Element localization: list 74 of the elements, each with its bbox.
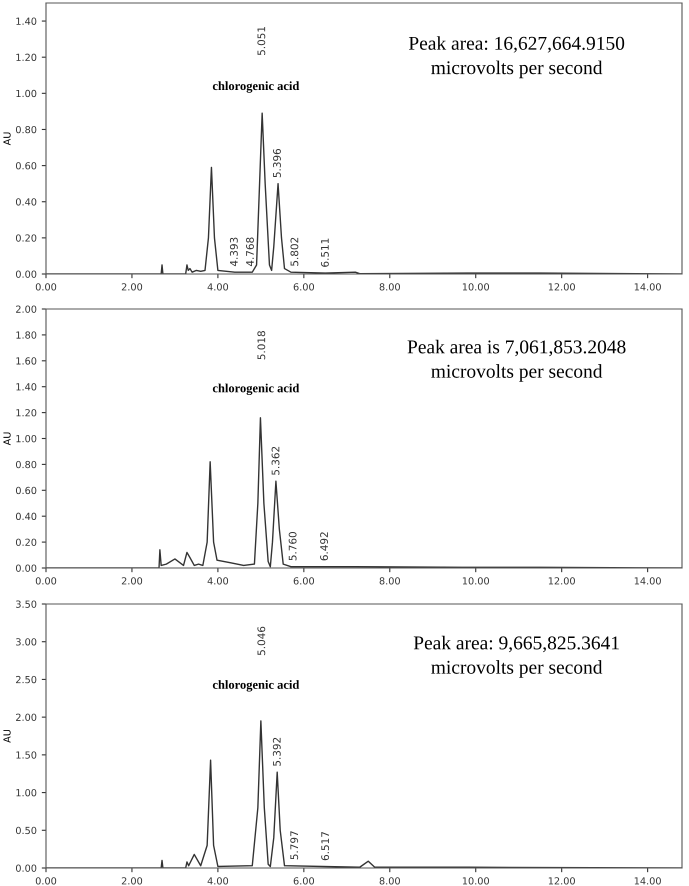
y-tick-label: 1.00 — [16, 434, 36, 442]
annotation: 5.396 — [273, 148, 281, 178]
annotation: 5.760 — [288, 532, 297, 560]
x-tick-label: 12.00 — [548, 877, 575, 885]
y-tick-label: 1.50 — [16, 751, 36, 759]
x-tick-label: 4.00 — [208, 877, 228, 885]
y-tick-label: 0.60 — [16, 486, 36, 494]
annotation: Peak area: 16,627,664.9150 microvolts per second — [408, 36, 624, 78]
y-tick-label: 1.40 — [16, 18, 36, 25]
x-tick-label: 8.00 — [380, 877, 400, 885]
annotation: 5.018 — [257, 331, 266, 360]
x-tick-label: 2.00 — [122, 877, 142, 885]
annotation: chlorogenic acid — [212, 384, 300, 396]
annotation: Peak area is 7,061,853.2048 microvolts per second — [408, 340, 626, 382]
annotation: 5.362 — [272, 446, 280, 475]
annotation: 4.768 — [246, 238, 254, 266]
y-tick-label: 0.00 — [16, 864, 36, 872]
y-tick-label: 2.00 — [16, 714, 36, 721]
y-tick-label: 1.00 — [16, 90, 36, 98]
annotation: chlorogenic acid — [212, 81, 300, 93]
x-tick-label: 10.00 — [462, 577, 489, 585]
annotation: 4.393 — [230, 238, 238, 266]
x-tick-label: 2.00 — [122, 283, 142, 291]
x-tick-label: 6.00 — [294, 877, 314, 885]
annotation: 5.046 — [257, 626, 266, 656]
y-tick-label: 0.00 — [16, 564, 36, 572]
y-tick-label: 1.20 — [16, 54, 36, 62]
x-tick-label: 6.00 — [294, 577, 314, 585]
y-tick-label: 0.50 — [16, 826, 36, 834]
x-tick-label: 2.00 — [122, 577, 142, 585]
y-axis-title: AU — [3, 132, 11, 146]
x-tick-label: 8.00 — [380, 283, 400, 291]
x-tick-label: 4.00 — [208, 283, 228, 291]
y-axis-title: AU — [3, 432, 11, 446]
annotation: 6.492 — [320, 532, 328, 560]
x-tick-label: 0.00 — [36, 877, 56, 885]
x-tick-label: 14.00 — [634, 283, 661, 291]
x-tick-label: 12.00 — [548, 577, 575, 585]
x-tick-label: 10.00 — [462, 877, 489, 885]
y-tick-label: 3.00 — [16, 638, 36, 646]
annotation: 6.511 — [320, 238, 329, 267]
y-tick-label: 0.60 — [16, 162, 36, 170]
x-tick-label: 10.00 — [462, 283, 489, 291]
annotation: Peak area: 9,665,825.3641 microvolts per second — [414, 636, 619, 678]
y-tick-label: 0.40 — [16, 512, 36, 520]
annotation: 5.797 — [290, 831, 298, 860]
y-axis-title: AU — [3, 730, 11, 743]
annotation: 5.802 — [290, 238, 298, 266]
y-tick-label: 1.80 — [16, 331, 36, 339]
y-tick-label: 1.40 — [16, 383, 36, 391]
x-tick-label: 14.00 — [634, 577, 661, 585]
y-tick-label: 0.40 — [16, 198, 36, 206]
y-tick-label: 0.80 — [16, 126, 36, 134]
y-tick-label: 0.00 — [16, 270, 36, 278]
annotation: 6.517 — [321, 832, 330, 860]
y-tick-label: 0.20 — [16, 538, 36, 546]
annotation: 5.051 — [257, 26, 266, 56]
x-tick-label: 14.00 — [634, 877, 661, 885]
y-tick-label: 1.60 — [16, 357, 36, 365]
y-tick-label: 1.00 — [16, 789, 36, 796]
y-tick-label: 3.50 — [16, 600, 36, 608]
y-tick-label: 0.80 — [16, 460, 36, 468]
y-tick-label: 1.20 — [16, 409, 36, 416]
y-tick-label: 2.50 — [16, 676, 36, 684]
x-tick-label: 6.00 — [294, 283, 314, 291]
x-tick-label: 0.00 — [36, 283, 56, 291]
y-tick-label: 2.00 — [16, 305, 36, 313]
annotation: chlorogenic acid — [212, 680, 300, 692]
x-tick-label: 0.00 — [36, 577, 56, 585]
x-tick-label: 12.00 — [548, 283, 575, 291]
x-tick-label: 4.00 — [208, 577, 228, 585]
y-tick-label: 0.20 — [16, 234, 36, 242]
x-tick-label: 8.00 — [380, 577, 400, 585]
annotation: 5.392 — [272, 738, 281, 766]
